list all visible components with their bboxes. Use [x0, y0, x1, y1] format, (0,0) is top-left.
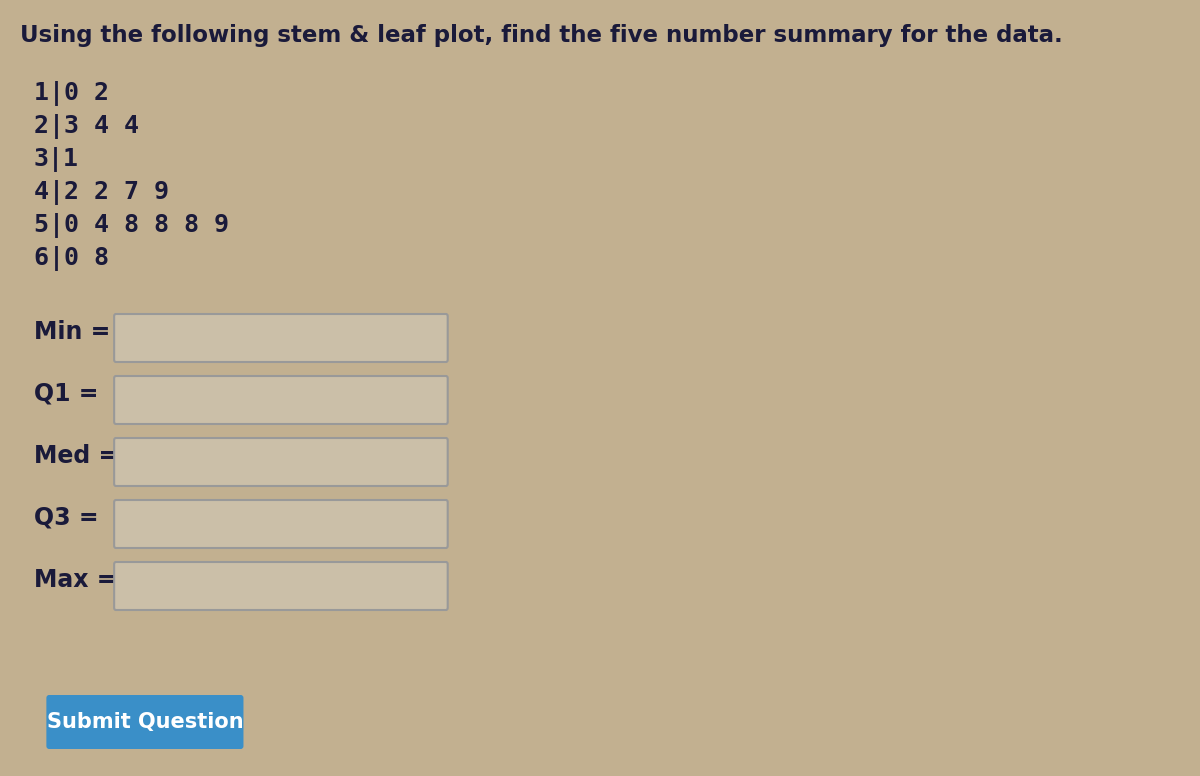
Text: Max =: Max = — [34, 568, 116, 592]
Text: Using the following stem & leaf plot, find the five number summary for the data.: Using the following stem & leaf plot, fi… — [19, 24, 1062, 47]
Text: Q3 =: Q3 = — [34, 506, 98, 530]
Text: 2|3 4 4: 2|3 4 4 — [34, 114, 139, 139]
FancyBboxPatch shape — [114, 438, 448, 486]
Text: 3|1: 3|1 — [34, 147, 79, 172]
Text: 5|0 4 8 8 8 9: 5|0 4 8 8 8 9 — [34, 213, 229, 238]
FancyBboxPatch shape — [47, 695, 244, 749]
Text: 1|0 2: 1|0 2 — [34, 81, 109, 106]
Text: 6|0 8: 6|0 8 — [34, 246, 109, 271]
Text: Submit Question: Submit Question — [47, 712, 244, 732]
FancyBboxPatch shape — [114, 376, 448, 424]
Text: Med =: Med = — [34, 444, 118, 468]
FancyBboxPatch shape — [114, 562, 448, 610]
FancyBboxPatch shape — [114, 500, 448, 548]
Text: Min =: Min = — [34, 320, 110, 344]
Text: 4|2 2 7 9: 4|2 2 7 9 — [34, 180, 169, 205]
Text: Q1 =: Q1 = — [34, 382, 98, 406]
FancyBboxPatch shape — [114, 314, 448, 362]
